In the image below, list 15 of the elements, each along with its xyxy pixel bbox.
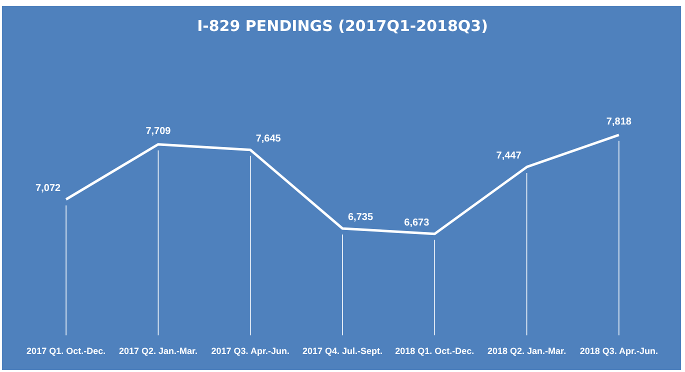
data-label: 6,673 bbox=[404, 218, 430, 229]
x-tick-label: 2018 Q1. Oct.-Dec. bbox=[395, 346, 474, 356]
x-tick-label: 2018 Q2. Jan.-Mar. bbox=[488, 346, 566, 356]
data-label: 7,709 bbox=[146, 126, 172, 138]
chart-title: I-829 PENDINGS (2017Q1-2018Q3) bbox=[197, 16, 488, 35]
x-tick-label: 2017 Q1. Oct.-Dec. bbox=[26, 346, 106, 356]
x-tick-label: 2018 Q3. Apr.-Jun. bbox=[580, 346, 658, 356]
data-label: 7,818 bbox=[606, 116, 632, 128]
data-label: 7,645 bbox=[256, 134, 282, 145]
x-tick-label: 2017 Q3. Apr.-Jun. bbox=[211, 346, 290, 356]
data-label: 7,072 bbox=[36, 183, 62, 194]
x-tick-label: 2017 Q4. Jul.-Sept. bbox=[302, 346, 383, 356]
data-label: 7,447 bbox=[496, 150, 522, 162]
data-label: 6,735 bbox=[348, 212, 374, 224]
x-tick-label: 2017 Q2. Jan.-Mar. bbox=[118, 346, 198, 356]
